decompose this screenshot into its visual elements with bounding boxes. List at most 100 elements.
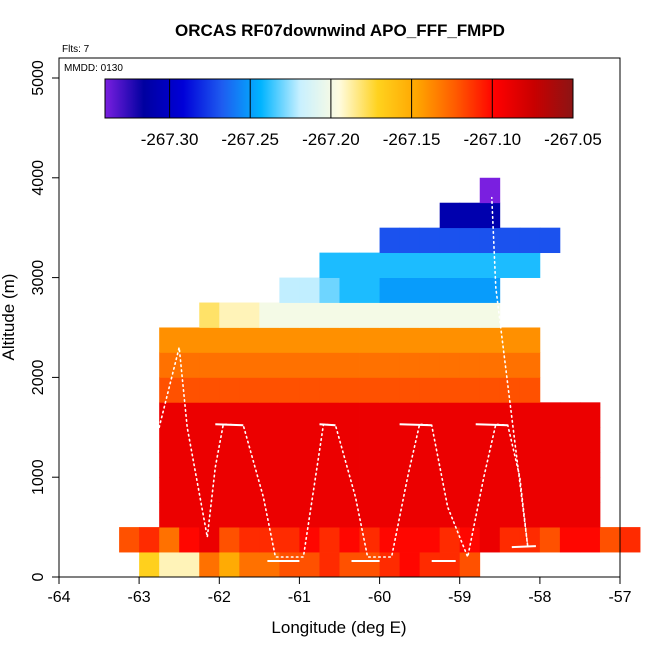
heatmap-cell [319, 477, 340, 503]
heatmap-cell [359, 377, 380, 403]
heatmap-cell [379, 252, 401, 278]
heatmap-cell [219, 352, 240, 378]
heatmap-cell [139, 527, 160, 553]
heatmap-cell [399, 427, 421, 453]
heatmap-cell [279, 277, 300, 303]
heatmap-cell [299, 277, 320, 303]
heatmap-cell [159, 352, 180, 378]
heatmap-cell [519, 252, 541, 278]
heatmap-cell [479, 177, 501, 204]
heatmap-cell [259, 552, 280, 578]
heatmap-cell [339, 302, 360, 328]
heatmap-cell [479, 252, 501, 278]
heatmap-cell [379, 327, 401, 353]
heatmap-cell [199, 527, 220, 553]
heatmap-cell [319, 427, 340, 453]
heatmap-cell [319, 502, 340, 528]
heatmap-cell [199, 352, 220, 378]
heatmap-cell [339, 452, 360, 478]
heatmap-cell [259, 302, 280, 328]
heatmap-cell [239, 552, 260, 578]
heatmap-cell [479, 327, 501, 353]
heatmap-cell [519, 527, 541, 553]
heatmap-cell [239, 477, 260, 503]
heatmap-cell [479, 427, 501, 453]
heatmap-cell [539, 477, 561, 503]
heatmap-cell [339, 427, 360, 453]
heatmap-cell [459, 352, 481, 378]
heatmap-cell [199, 427, 220, 453]
heatmap-cell [439, 202, 461, 229]
heatmap-cell [239, 527, 260, 553]
y-tick-label: 3000 [30, 260, 47, 296]
heatmap-cell [479, 402, 501, 428]
heatmap-cell [479, 277, 501, 303]
heatmap-cell [519, 377, 541, 403]
heatmap-cell [179, 352, 200, 378]
heatmap-cell [419, 502, 441, 528]
heatmap-cell [299, 327, 320, 353]
heatmap-cell [379, 377, 401, 403]
heatmap-cell [159, 402, 180, 428]
heatmap-cell [399, 302, 421, 328]
heatmap-cell [339, 327, 360, 353]
heatmap-cell [179, 327, 200, 353]
heatmap-cell [219, 477, 240, 503]
heatmap-cell [539, 452, 561, 478]
heatmap-cell [459, 302, 481, 328]
heatmap-cell [479, 352, 501, 378]
heatmap-cell [339, 252, 360, 278]
heatmap-cell [259, 377, 280, 403]
heatmap-cell [179, 452, 200, 478]
heatmap-cell [159, 452, 180, 478]
heatmap-cell [399, 377, 421, 403]
heatmap-cell [439, 327, 461, 353]
y-axis: 0 1000 2000 3000 4000 5000 [30, 60, 59, 581]
x-tick-label: -60 [368, 589, 391, 606]
heatmap-cell [279, 452, 300, 478]
heatmap-cell [439, 477, 461, 503]
flight-track-level-leg [215, 423, 244, 427]
heatmap-cell [559, 527, 581, 553]
heatmap-cell [219, 552, 240, 578]
heatmap-cell [559, 427, 581, 453]
heatmap-cell [399, 277, 421, 303]
heatmap-cell [459, 527, 481, 553]
heatmap-cell [259, 452, 280, 478]
heatmap-cell [519, 402, 541, 428]
heatmap-cell [239, 502, 260, 528]
heatmap-cell [439, 452, 461, 478]
heatmap-cell [519, 452, 541, 478]
heatmap-cell [359, 527, 380, 553]
heatmap-cell [279, 352, 300, 378]
heatmap-cell [259, 427, 280, 453]
heatmap-cell [379, 477, 401, 503]
heatmap-cells [119, 177, 641, 578]
heatmap-cell [559, 477, 581, 503]
heatmap-cell [379, 227, 401, 254]
heatmap-cell [419, 552, 441, 578]
heatmap-cell [439, 277, 461, 303]
heatmap-cell [539, 402, 561, 428]
heatmap-cell [199, 327, 220, 353]
heatmap-cell [319, 527, 340, 553]
x-tick-label: -58 [528, 589, 551, 606]
y-axis-label: Altitude (m) [0, 274, 18, 361]
heatmap-cell [579, 502, 601, 528]
heatmap-cell [499, 377, 521, 403]
heatmap-cell [319, 552, 340, 578]
heatmap-cell [259, 352, 280, 378]
colorbar-tick-label: -267.10 [463, 130, 521, 149]
x-tick-label: -62 [208, 589, 231, 606]
heatmap-cell [299, 477, 320, 503]
heatmap-cell [219, 452, 240, 478]
heatmap-cell [259, 327, 280, 353]
heatmap-cell [339, 277, 360, 303]
heatmap-cell [419, 252, 441, 278]
heatmap-cell [459, 477, 481, 503]
heatmap-cell [499, 352, 521, 378]
heatmap-cell [399, 252, 421, 278]
heatmap-cell [279, 477, 300, 503]
heatmap-cell [359, 352, 380, 378]
heatmap-cell [519, 427, 541, 453]
